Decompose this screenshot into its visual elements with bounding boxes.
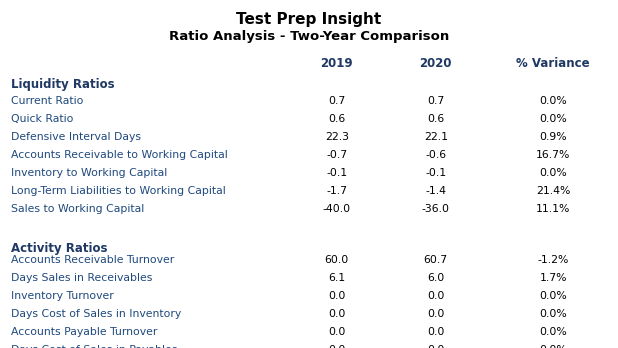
Text: 0.0%: 0.0% [540, 168, 567, 178]
Text: -0.1: -0.1 [326, 168, 347, 178]
Text: 2019: 2019 [321, 57, 353, 70]
Text: 0.6: 0.6 [427, 114, 444, 124]
Text: Accounts Receivable to Working Capital: Accounts Receivable to Working Capital [11, 150, 228, 160]
Text: 0.0: 0.0 [427, 345, 444, 348]
Text: 2020: 2020 [420, 57, 452, 70]
Text: 0.7: 0.7 [427, 96, 444, 106]
Text: Quick Ratio: Quick Ratio [11, 114, 74, 124]
Text: Current Ratio: Current Ratio [11, 96, 83, 106]
Text: 0.0%: 0.0% [540, 327, 567, 337]
Text: % Variance: % Variance [516, 57, 590, 70]
Text: -40.0: -40.0 [323, 204, 351, 214]
Text: -1.2%: -1.2% [538, 255, 569, 265]
Text: Days Cost of Sales in Inventory: Days Cost of Sales in Inventory [11, 309, 181, 319]
Text: 0.0%: 0.0% [540, 309, 567, 319]
Text: 0.7: 0.7 [328, 96, 345, 106]
Text: 0.0: 0.0 [328, 291, 345, 301]
Text: Inventory Turnover: Inventory Turnover [11, 291, 114, 301]
Text: 16.7%: 16.7% [536, 150, 570, 160]
Text: Ratio Analysis - Two-Year Comparison: Ratio Analysis - Two-Year Comparison [169, 30, 449, 42]
Text: -36.0: -36.0 [421, 204, 450, 214]
Text: -0.7: -0.7 [326, 150, 347, 160]
Text: 0.6: 0.6 [328, 114, 345, 124]
Text: 22.3: 22.3 [325, 132, 349, 142]
Text: 0.9%: 0.9% [540, 132, 567, 142]
Text: Inventory to Working Capital: Inventory to Working Capital [11, 168, 167, 178]
Text: 60.7: 60.7 [423, 255, 448, 265]
Text: Sales to Working Capital: Sales to Working Capital [11, 204, 145, 214]
Text: 22.1: 22.1 [424, 132, 447, 142]
Text: Test Prep Insight: Test Prep Insight [236, 12, 382, 27]
Text: 0.0%: 0.0% [540, 345, 567, 348]
Text: -1.4: -1.4 [425, 186, 446, 196]
Text: Long-Term Liabilities to Working Capital: Long-Term Liabilities to Working Capital [11, 186, 226, 196]
Text: Activity Ratios: Activity Ratios [11, 242, 108, 254]
Text: 0.0: 0.0 [427, 309, 444, 319]
Text: 6.0: 6.0 [427, 273, 444, 283]
Text: Accounts Receivable Turnover: Accounts Receivable Turnover [11, 255, 174, 265]
Text: Days Cost of Sales in Payables: Days Cost of Sales in Payables [11, 345, 177, 348]
Text: 60.0: 60.0 [324, 255, 349, 265]
Text: 0.0%: 0.0% [540, 96, 567, 106]
Text: -0.1: -0.1 [425, 168, 446, 178]
Text: 1.7%: 1.7% [540, 273, 567, 283]
Text: 0.0%: 0.0% [540, 291, 567, 301]
Text: 0.0: 0.0 [427, 327, 444, 337]
Text: 11.1%: 11.1% [536, 204, 570, 214]
Text: 0.0: 0.0 [328, 309, 345, 319]
Text: 0.0: 0.0 [427, 291, 444, 301]
Text: Liquidity Ratios: Liquidity Ratios [11, 78, 115, 91]
Text: Days Sales in Receivables: Days Sales in Receivables [11, 273, 153, 283]
Text: 0.0: 0.0 [328, 345, 345, 348]
Text: 21.4%: 21.4% [536, 186, 570, 196]
Text: Defensive Interval Days: Defensive Interval Days [11, 132, 141, 142]
Text: 0.0: 0.0 [328, 327, 345, 337]
Text: -0.6: -0.6 [425, 150, 446, 160]
Text: 0.0%: 0.0% [540, 114, 567, 124]
Text: Accounts Payable Turnover: Accounts Payable Turnover [11, 327, 158, 337]
Text: -1.7: -1.7 [326, 186, 347, 196]
Text: 6.1: 6.1 [328, 273, 345, 283]
